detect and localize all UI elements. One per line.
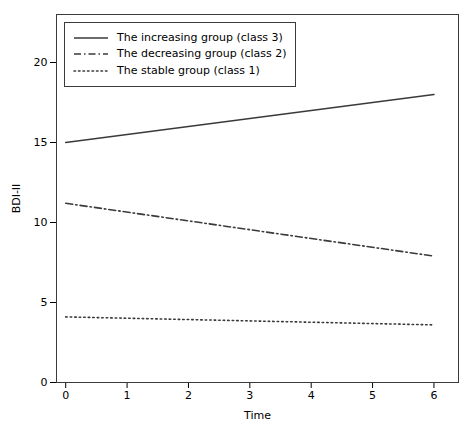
svg-text:10: 10 (34, 216, 48, 229)
html-text:The stable group (class 1): The stable group (class 1) (117, 63, 260, 77)
svg-text:3: 3 (246, 389, 253, 402)
svg-text:2: 2 (185, 389, 192, 402)
html-text:The decreasing group (class 2): The decreasing group (class 2) (117, 47, 287, 61)
svg-text:6: 6 (430, 389, 437, 402)
html-text:The increasing group (class 3): The increasing group (class 3) (117, 31, 283, 44)
svg-text:1: 1 (124, 389, 131, 402)
svg-text:5: 5 (369, 389, 376, 402)
svg-text:20: 20 (34, 56, 48, 69)
svg-text:BDI-II: BDI-II (10, 184, 23, 214)
svg-text:4: 4 (308, 389, 315, 402)
svg-text:Time: Time (243, 409, 271, 422)
svg-text:0: 0 (41, 376, 48, 389)
svg-text:5: 5 (41, 296, 48, 309)
svg-text:15: 15 (34, 136, 48, 149)
svg-text:0: 0 (62, 389, 69, 402)
